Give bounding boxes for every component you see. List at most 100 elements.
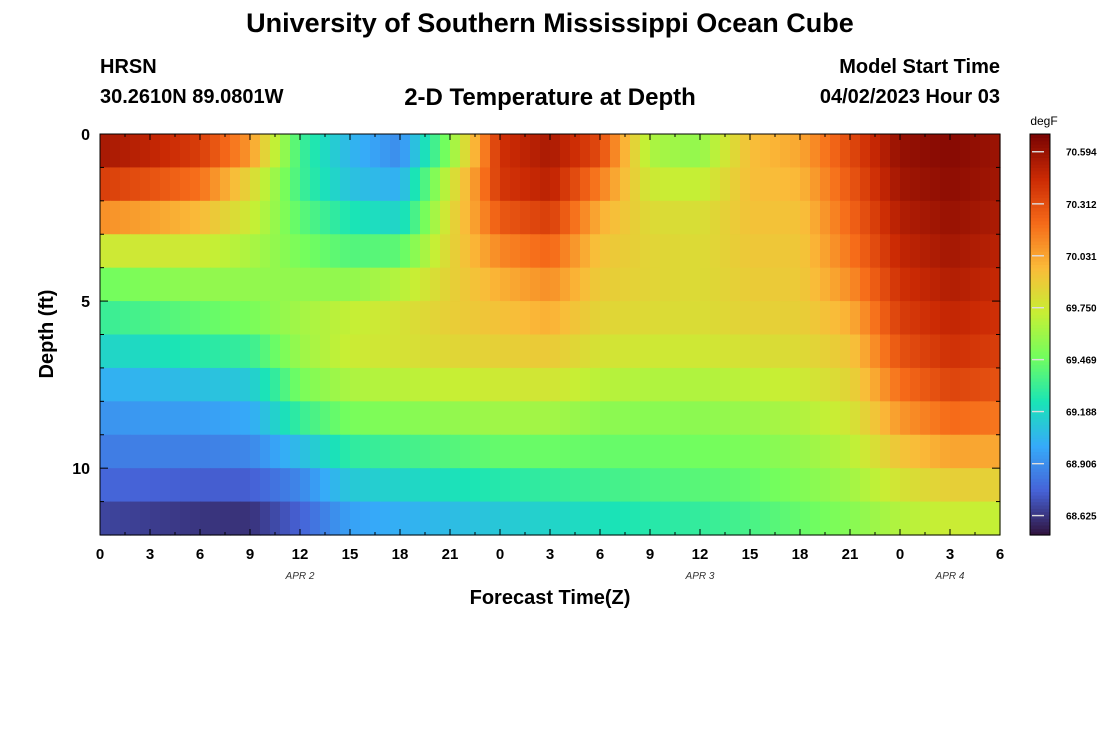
- heatmap-cell: [940, 301, 951, 336]
- heatmap-cell: [990, 468, 1001, 503]
- colorbar-segment: [1030, 377, 1050, 382]
- heatmap-cell: [100, 468, 111, 503]
- heatmap-cell: [520, 401, 531, 436]
- heatmap-cell: [590, 167, 601, 202]
- heatmap-cell: [980, 367, 991, 402]
- heatmap-cell: [820, 367, 831, 402]
- heatmap-cell: [970, 200, 981, 235]
- heatmap-cell: [390, 334, 401, 369]
- heatmap-cell: [760, 301, 771, 336]
- heatmap-cell: [250, 134, 261, 169]
- colorbar-segment: [1030, 448, 1050, 453]
- heatmap-cell: [210, 301, 221, 336]
- heatmap-cell: [440, 134, 451, 169]
- heatmap-cell: [720, 434, 731, 469]
- heatmap-cell: [380, 367, 391, 402]
- heatmap-cell: [660, 468, 671, 503]
- colorbar-unit: degF: [1030, 114, 1057, 128]
- heatmap-cell: [490, 367, 501, 402]
- colorbar-tick-label: 70.312: [1066, 200, 1097, 211]
- heatmap-cell: [510, 167, 521, 202]
- heatmap-cell: [460, 200, 471, 235]
- x-tick-label: 0: [496, 546, 504, 563]
- heatmap-cell: [700, 334, 711, 369]
- heatmap-cell: [730, 367, 741, 402]
- heatmap-cell: [310, 267, 321, 302]
- heatmap-cell: [550, 234, 561, 269]
- heatmap-cell: [410, 200, 421, 235]
- heatmap-cell: [390, 134, 401, 169]
- heatmap-cell: [270, 501, 281, 536]
- heatmap-cell: [780, 468, 791, 503]
- heatmap-cell: [370, 501, 381, 536]
- heatmap-cell: [180, 167, 191, 202]
- heatmap-cell: [620, 167, 631, 202]
- colorbar-segment: [1030, 227, 1050, 232]
- heatmap-cell: [740, 501, 751, 536]
- heatmap-cell: [700, 468, 711, 503]
- heatmap-cell: [640, 234, 651, 269]
- heatmap-cell: [920, 301, 931, 336]
- heatmap-cell: [330, 234, 341, 269]
- heatmap-cell: [550, 334, 561, 369]
- heatmap-cell: [270, 267, 281, 302]
- heatmap-cell: [960, 167, 971, 202]
- heatmap-cell: [630, 468, 641, 503]
- heatmap-cell: [230, 501, 241, 536]
- colorbar-segment: [1030, 431, 1050, 436]
- heatmap-cell: [670, 401, 681, 436]
- heatmap-cell: [540, 501, 551, 536]
- heatmap-cell: [100, 267, 111, 302]
- colorbar-segment: [1030, 281, 1050, 285]
- colorbar-segment: [1030, 150, 1050, 155]
- heatmap-cell: [460, 434, 471, 469]
- colorbar-segment: [1030, 204, 1050, 209]
- heatmap-cell: [270, 301, 281, 336]
- heatmap-cell: [360, 367, 371, 402]
- heatmap-cell: [760, 167, 771, 202]
- heatmap-cell: [120, 434, 131, 469]
- heatmap-cell: [860, 234, 871, 269]
- heatmap-cell: [190, 267, 201, 302]
- colorbar-segment: [1030, 394, 1050, 399]
- heatmap-cell: [540, 401, 551, 436]
- heatmap-cell: [420, 334, 431, 369]
- heatmap-cell: [290, 134, 301, 169]
- heatmap-cell: [110, 234, 121, 269]
- colorbar-segment: [1030, 524, 1050, 529]
- colorbar-segment: [1030, 220, 1050, 225]
- heatmap-cell: [410, 134, 421, 169]
- heatmap-cell: [940, 401, 951, 436]
- heatmap-cell: [130, 434, 141, 469]
- heatmap-cell: [830, 501, 841, 536]
- x-tick-label: 9: [246, 546, 254, 563]
- heatmap-cell: [790, 434, 801, 469]
- heatmap-cell: [640, 200, 651, 235]
- heatmap-cell: [820, 301, 831, 336]
- heatmap-cell: [120, 134, 131, 169]
- heatmap-cell: [470, 200, 481, 235]
- heatmap-cell: [320, 501, 331, 536]
- heatmap-cell: [820, 167, 831, 202]
- x-tick-label: 15: [342, 546, 359, 563]
- heatmap-cell: [200, 334, 211, 369]
- heatmap-cell: [430, 468, 441, 503]
- heatmap-cell: [850, 434, 861, 469]
- heatmap-cell: [400, 501, 411, 536]
- heatmap-cell: [440, 501, 451, 536]
- heatmap-cell: [980, 401, 991, 436]
- heatmap-cell: [980, 301, 991, 336]
- heatmap-cell: [590, 401, 601, 436]
- heatmap-cell: [430, 234, 441, 269]
- colorbar-segment: [1030, 234, 1050, 239]
- colorbar-segment: [1030, 301, 1050, 306]
- heatmap-cell: [510, 267, 521, 302]
- colorbar-segment: [1030, 531, 1050, 536]
- heatmap-cell: [770, 334, 781, 369]
- heatmap-cell: [870, 334, 881, 369]
- colorbar-segment: [1030, 498, 1050, 503]
- heatmap-cell: [890, 267, 901, 302]
- heatmap-cell: [730, 167, 741, 202]
- heatmap-cell: [600, 434, 611, 469]
- colorbar-segment: [1030, 210, 1050, 215]
